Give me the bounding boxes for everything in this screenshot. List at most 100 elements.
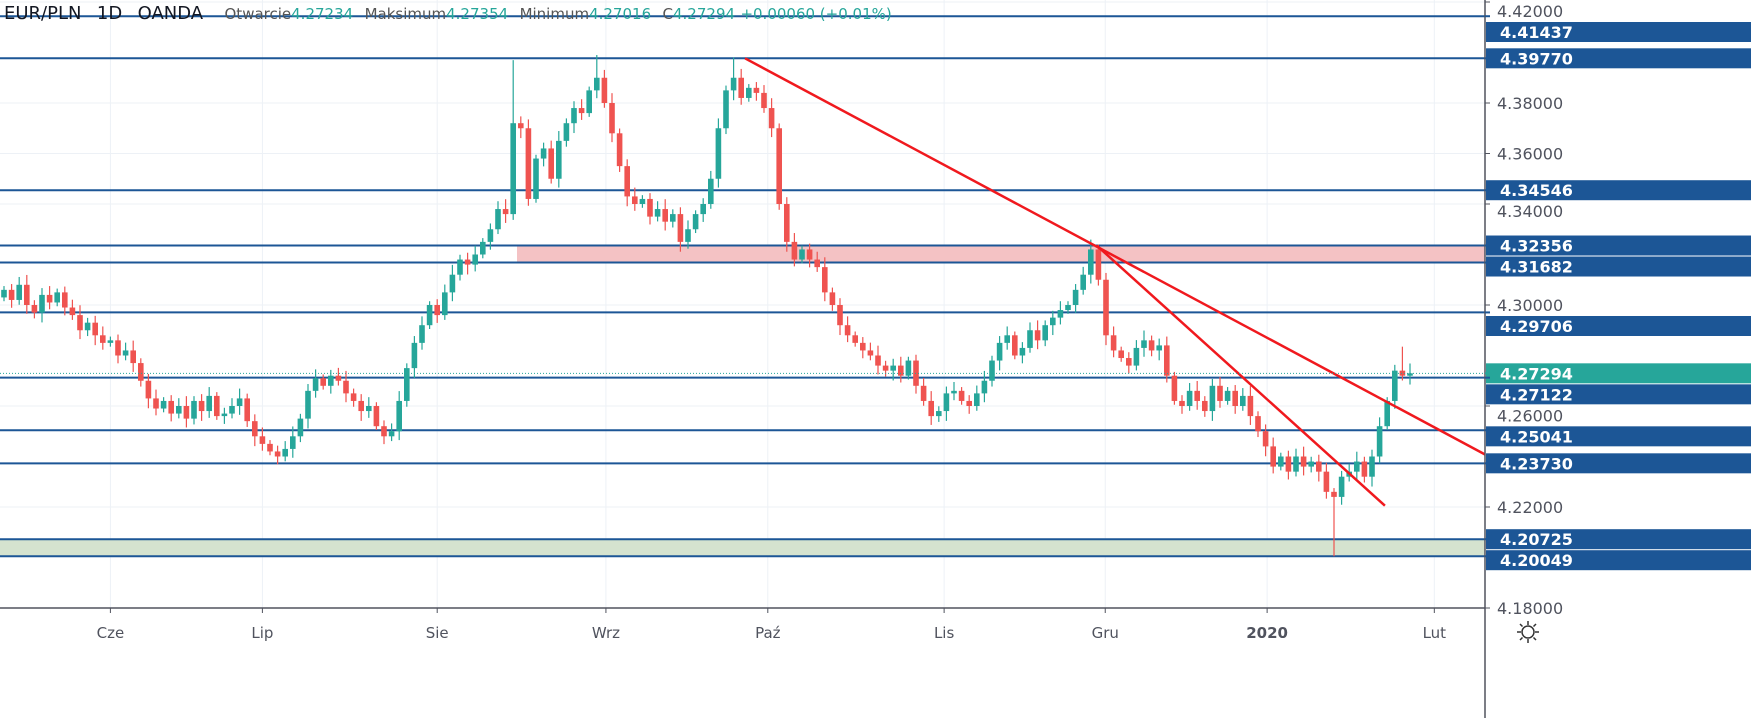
candle-body	[1042, 325, 1048, 341]
open-value: 4.27234	[291, 5, 354, 23]
candle	[1186, 383, 1193, 411]
level-price-label: 4.20049	[1500, 551, 1573, 570]
change-value: +0.00060 (+0.01%)	[740, 5, 892, 23]
candle-body	[784, 204, 790, 242]
candle	[236, 388, 243, 415]
x-tick-label: Paź	[755, 624, 781, 642]
candle	[1126, 352, 1132, 374]
candle-body	[388, 431, 395, 437]
candle-body	[738, 77, 744, 98]
candle-body	[1103, 279, 1109, 336]
candle	[1171, 371, 1178, 405]
candle-body	[958, 390, 965, 401]
candle-body	[46, 294, 53, 303]
candle	[1110, 326, 1117, 358]
y-tick-label: 4.38000	[1497, 94, 1563, 113]
candle	[411, 336, 418, 378]
candle-body	[62, 292, 68, 308]
candle	[814, 251, 820, 272]
candle	[898, 356, 904, 383]
candle	[1232, 385, 1238, 414]
candle-body	[267, 443, 273, 452]
settings-icon[interactable]	[1517, 621, 1539, 643]
y-tick-label: 4.18000	[1497, 599, 1563, 618]
candle-body	[1164, 345, 1170, 376]
candle	[548, 140, 554, 184]
price-axis-bg	[1485, 0, 1751, 718]
candle-body	[730, 77, 737, 91]
candle	[350, 388, 357, 407]
candle-body	[1392, 370, 1398, 401]
candle	[1179, 395, 1185, 414]
candle-body	[464, 259, 471, 265]
candle-body	[480, 241, 486, 255]
candle-body	[449, 274, 456, 293]
chart-legend: EUR/PLN 1D OANDA Otwarcie4.27234 Maksimu…	[4, 3, 892, 24]
candle	[1369, 449, 1375, 487]
candle	[1034, 320, 1041, 350]
candle-body	[100, 335, 106, 343]
candle	[586, 86, 592, 117]
candle	[464, 252, 471, 275]
candle	[8, 284, 15, 308]
candle	[1217, 376, 1223, 408]
candle	[905, 356, 912, 380]
candle	[388, 423, 395, 442]
candle-body	[670, 214, 676, 222]
candle	[540, 142, 547, 167]
candle	[616, 128, 623, 172]
high-value: 4.27354	[446, 5, 509, 23]
level-price-label: 4.29706	[1500, 317, 1573, 336]
candle	[305, 384, 311, 429]
candle-body	[1118, 350, 1124, 359]
candle-body	[153, 398, 159, 409]
candle-body	[920, 385, 927, 401]
candle-body	[69, 307, 76, 316]
candle	[107, 336, 114, 347]
candle	[920, 377, 927, 406]
candle-body	[837, 305, 843, 326]
level-price-label-bg	[1486, 48, 1751, 69]
level-price-label: 4.32356	[1500, 237, 1573, 256]
candle-body	[1308, 461, 1314, 467]
candle	[1224, 387, 1231, 405]
candle-body	[419, 325, 425, 343]
candle	[1050, 310, 1056, 336]
candle	[1065, 301, 1071, 314]
candle	[1316, 454, 1322, 482]
candle	[502, 199, 509, 223]
candle-body	[457, 259, 463, 275]
candle-body	[252, 421, 258, 437]
candle-body	[31, 305, 38, 313]
candle-body	[974, 393, 980, 406]
interval[interactable]: 1D	[96, 3, 123, 24]
candle	[366, 397, 372, 418]
candle	[1323, 462, 1330, 499]
candle	[145, 373, 152, 409]
candle-body	[39, 294, 45, 313]
candle	[1338, 470, 1345, 505]
symbol[interactable]: EUR/PLN	[4, 3, 82, 24]
candle	[1133, 340, 1140, 371]
candle	[1407, 363, 1413, 385]
candle	[259, 427, 266, 451]
candle	[480, 238, 486, 259]
candle	[662, 199, 668, 231]
candle-body	[1285, 456, 1292, 472]
candle	[419, 316, 425, 350]
candle	[1042, 320, 1048, 347]
candle-body	[1088, 249, 1094, 275]
x-tick-label: Wrz	[592, 624, 620, 642]
candle	[54, 288, 60, 307]
candle-body	[1034, 330, 1041, 341]
candle	[867, 342, 874, 361]
candle-body	[700, 204, 706, 215]
candle	[692, 210, 699, 234]
candle	[1194, 381, 1200, 410]
candle-body	[1141, 340, 1147, 348]
candle	[176, 398, 182, 419]
candle	[518, 116, 524, 139]
candle	[1209, 378, 1216, 421]
candle-body	[609, 103, 615, 134]
